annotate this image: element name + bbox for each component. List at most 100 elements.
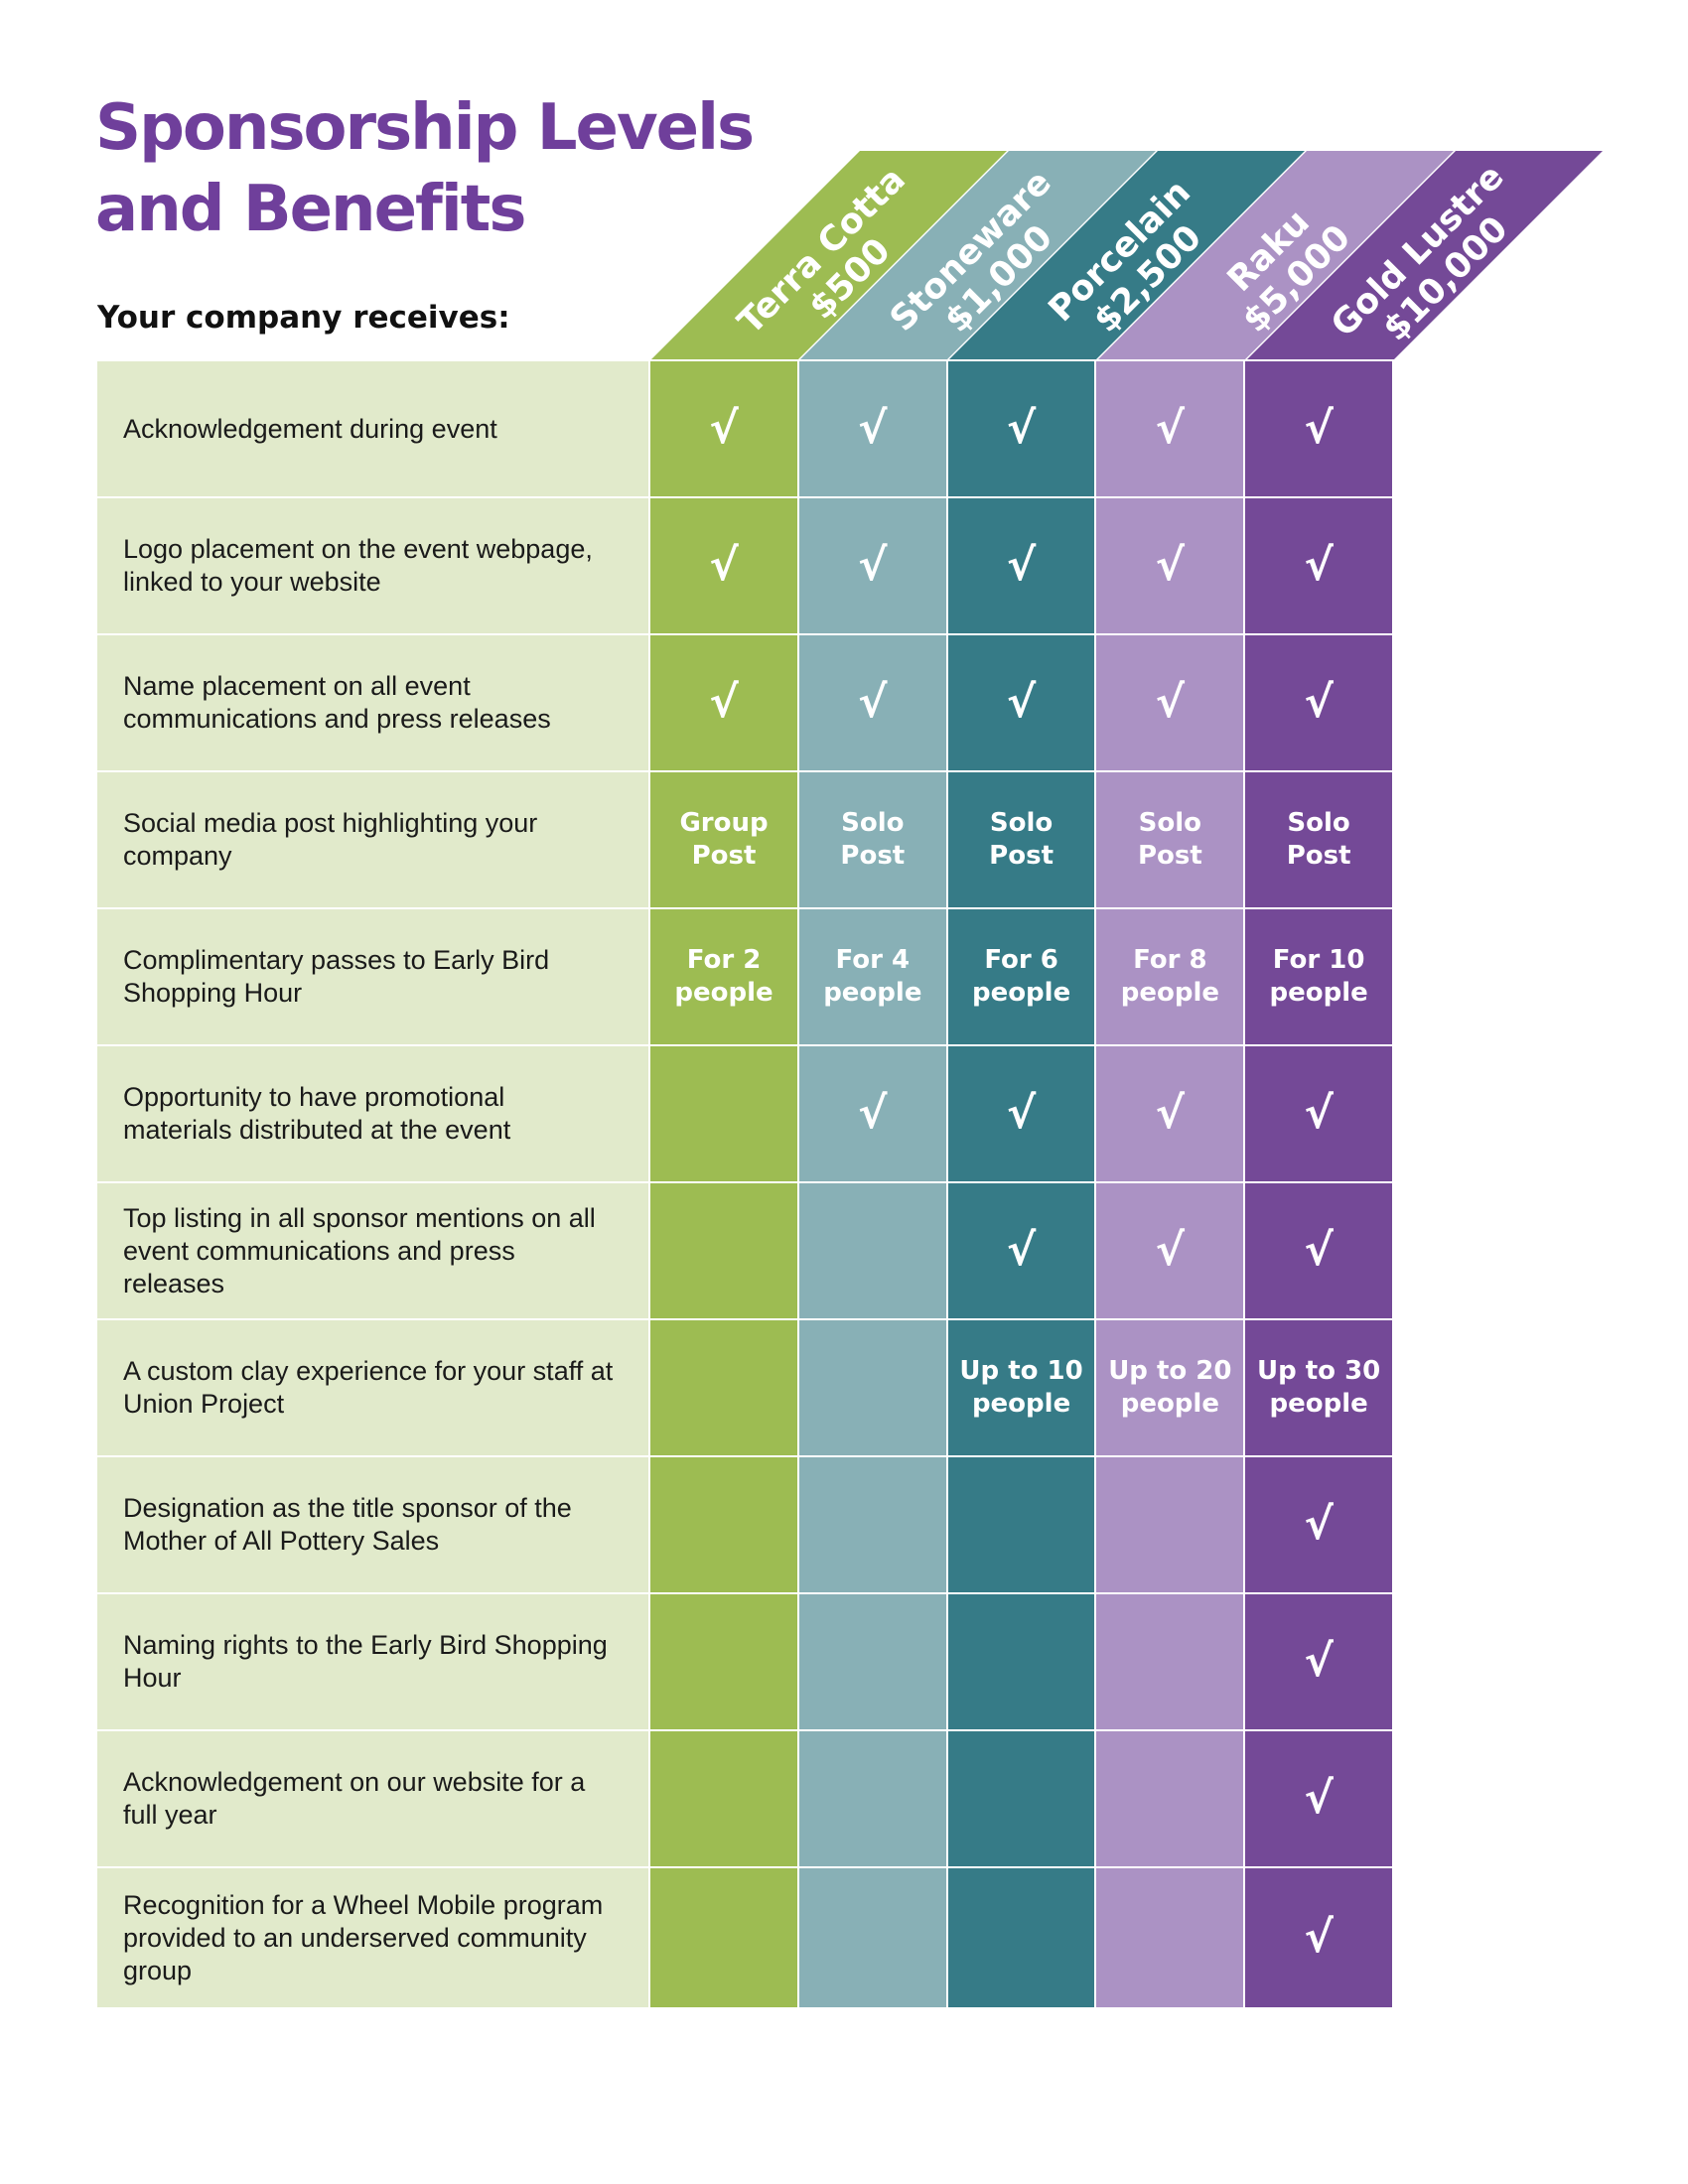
benefit-row: A custom clay experience for your staff … — [97, 1320, 1392, 1457]
tier-cell-terra-cotta — [650, 1320, 799, 1455]
tier-cell-gold-lustre: √ — [1245, 1183, 1392, 1318]
benefit-cell: Top listing in all sponsor mentions on a… — [97, 1183, 651, 1318]
check-icon: √ — [1304, 1088, 1334, 1139]
tier-cell-stoneware: √ — [798, 1046, 948, 1181]
tier-cell-stoneware: √ — [798, 635, 948, 770]
tier-cell-porcelain — [947, 1457, 1097, 1592]
check-icon: √ — [1155, 1088, 1186, 1139]
benefit-row: Designation as the title sponsor of the … — [97, 1457, 1392, 1594]
benefit-text: Acknowledgement during event — [123, 413, 497, 444]
benefit-cell: Designation as the title sponsor of the … — [97, 1457, 651, 1592]
tier-cell-porcelain: Up to 10 people — [947, 1320, 1097, 1455]
benefit-text: Designation as the title sponsor of the … — [123, 1493, 572, 1556]
check-icon: √ — [1155, 540, 1186, 591]
tier-cell-stoneware — [798, 1183, 948, 1318]
title-line-1: Sponsorship Levels — [95, 91, 755, 165]
benefit-value: Solo Post — [840, 808, 906, 871]
tier-cell-gold-lustre: √ — [1245, 1046, 1392, 1181]
tier-cell-stoneware: Solo Post — [798, 772, 948, 907]
tier-cell-raku — [1096, 1594, 1246, 1729]
tier-cell-terra-cotta — [650, 1046, 799, 1181]
tier-cell-stoneware: √ — [798, 498, 948, 633]
section-subtitle: Your company receives: — [97, 300, 510, 336]
check-icon: √ — [1304, 540, 1334, 591]
tier-cell-gold-lustre: √ — [1245, 1594, 1392, 1729]
check-icon: √ — [709, 403, 739, 454]
check-icon: √ — [1006, 1225, 1037, 1276]
check-icon: √ — [1304, 1773, 1334, 1824]
tier-cell-raku: √ — [1096, 1183, 1246, 1318]
benefit-text: A custom clay experience for your staff … — [123, 1356, 614, 1419]
tier-cell-terra-cotta — [650, 1731, 799, 1866]
benefit-text: Social media post highlighting your comp… — [123, 808, 538, 871]
check-icon: √ — [1006, 403, 1037, 454]
tier-cell-porcelain: √ — [947, 1046, 1097, 1181]
check-icon: √ — [1155, 677, 1186, 728]
tier-cell-porcelain: √ — [947, 1183, 1097, 1318]
tier-cell-raku: For 8 people — [1096, 909, 1246, 1044]
benefit-cell: Complimentary passes to Early Bird Shopp… — [97, 909, 651, 1044]
benefit-row: Social media post highlighting your comp… — [97, 772, 1392, 909]
benefit-cell: Logo placement on the event webpage, lin… — [97, 498, 651, 633]
tier-cell-terra-cotta — [650, 1457, 799, 1592]
benefit-value: Up to 30 people — [1256, 1356, 1381, 1419]
benefit-row: Logo placement on the event webpage, lin… — [97, 498, 1392, 635]
check-icon: √ — [858, 403, 888, 454]
check-icon: √ — [709, 677, 739, 728]
tier-cell-gold-lustre: √ — [1245, 1457, 1392, 1592]
tier-cell-gold-lustre: √ — [1245, 498, 1392, 633]
benefit-text: Opportunity to have promotional material… — [123, 1082, 511, 1145]
tier-cell-gold-lustre: √ — [1245, 1868, 1392, 2007]
page-title: Sponsorship Levels and Benefits — [95, 87, 755, 250]
tier-cell-stoneware — [798, 1868, 948, 2007]
tier-cell-porcelain — [947, 1731, 1097, 1866]
benefit-row: Opportunity to have promotional material… — [97, 1046, 1392, 1183]
tier-cell-stoneware — [798, 1457, 948, 1592]
tier-cell-gold-lustre: Solo Post — [1245, 772, 1392, 907]
tier-cell-stoneware — [798, 1594, 948, 1729]
tier-cell-raku — [1096, 1457, 1246, 1592]
tier-cell-porcelain: For 6 people — [947, 909, 1097, 1044]
benefit-value: For 8 people — [1120, 945, 1219, 1008]
check-icon: √ — [1304, 403, 1334, 454]
benefit-row: Acknowledgement on our website for a ful… — [97, 1731, 1392, 1868]
benefit-text: Name placement on all event communicatio… — [123, 671, 551, 734]
tier-cell-porcelain: √ — [947, 635, 1097, 770]
tier-cell-terra-cotta — [650, 1183, 799, 1318]
benefit-cell: Acknowledgement during event — [97, 361, 651, 496]
check-icon: √ — [1006, 540, 1037, 591]
check-icon: √ — [1304, 1225, 1334, 1276]
benefit-row: Name placement on all event communicatio… — [97, 635, 1392, 772]
check-icon: √ — [1304, 677, 1334, 728]
benefit-row: Top listing in all sponsor mentions on a… — [97, 1183, 1392, 1320]
benefit-value: Up to 10 people — [959, 1356, 1083, 1419]
tier-cell-raku — [1096, 1731, 1246, 1866]
benefit-value: Group Post — [679, 808, 769, 871]
benefit-cell: Opportunity to have promotional material… — [97, 1046, 651, 1181]
tier-cell-raku: Up to 20 people — [1096, 1320, 1246, 1455]
benefit-value: For 10 people — [1269, 945, 1368, 1008]
check-icon: √ — [709, 540, 739, 591]
benefit-row: Naming rights to the Early Bird Shopping… — [97, 1594, 1392, 1731]
tier-cell-gold-lustre: √ — [1245, 635, 1392, 770]
benefit-value: Solo Post — [1137, 808, 1202, 871]
benefit-text: Logo placement on the event webpage, lin… — [123, 534, 593, 597]
benefit-text: Recognition for a Wheel Mobile program p… — [123, 1889, 604, 1985]
tier-cell-gold-lustre: √ — [1245, 361, 1392, 496]
tier-cell-stoneware — [798, 1320, 948, 1455]
tier-cell-terra-cotta: √ — [650, 361, 799, 496]
benefit-cell: Name placement on all event communicatio… — [97, 635, 651, 770]
benefit-text: Naming rights to the Early Bird Shopping… — [123, 1630, 608, 1693]
check-icon: √ — [1006, 677, 1037, 728]
benefit-text: Complimentary passes to Early Bird Shopp… — [123, 945, 550, 1008]
benefit-value: Solo Post — [1286, 808, 1351, 871]
tier-cell-stoneware — [798, 1731, 948, 1866]
benefit-value: For 4 people — [823, 945, 922, 1008]
tier-cell-raku — [1096, 1868, 1246, 2007]
tier-cell-terra-cotta — [650, 1868, 799, 2007]
check-icon: √ — [1155, 1225, 1186, 1276]
tier-cell-porcelain — [947, 1594, 1097, 1729]
tier-cell-porcelain: √ — [947, 498, 1097, 633]
tier-cell-terra-cotta — [650, 1594, 799, 1729]
tier-cell-porcelain: √ — [947, 361, 1097, 496]
